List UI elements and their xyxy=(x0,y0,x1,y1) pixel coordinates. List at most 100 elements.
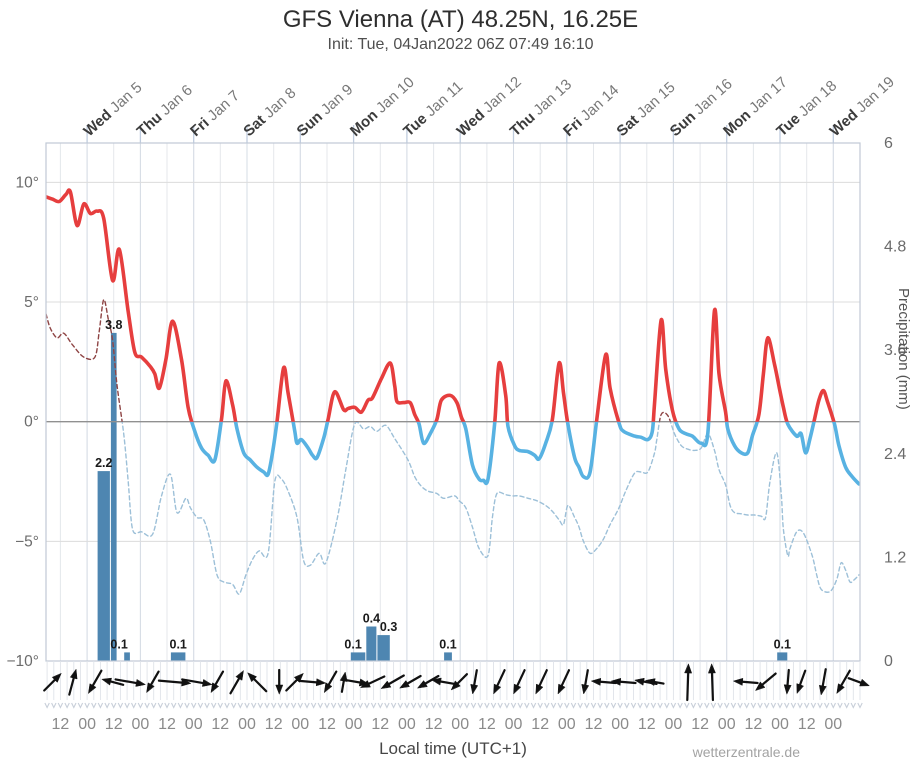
precip-bar-label: 0.4 xyxy=(363,612,380,626)
precip-bar xyxy=(377,635,390,661)
wind-arrow-head xyxy=(293,673,304,683)
precip-bar-label: 3.8 xyxy=(105,318,122,332)
wind-arrow-head xyxy=(416,680,428,689)
wind-arrow xyxy=(157,679,186,685)
wind-arrow xyxy=(251,675,268,693)
hour-label: 12 xyxy=(318,716,336,733)
y-right-tick-label: 2.4 xyxy=(884,446,906,463)
hour-label: 00 xyxy=(398,716,416,733)
wind-arrow-head xyxy=(535,683,544,695)
wind-arrow-head xyxy=(431,677,442,686)
wind-arrow-head xyxy=(51,673,62,683)
wind-arrow-head xyxy=(146,682,155,694)
hour-label: 00 xyxy=(558,716,576,733)
hour-label: 12 xyxy=(798,716,816,733)
hour-label: 00 xyxy=(291,716,309,733)
wind-arrow-head xyxy=(235,670,244,681)
precip-bar xyxy=(110,332,117,661)
day-label: Sat Jan 8 xyxy=(240,84,299,140)
day-label: Wed Jan 19 xyxy=(827,73,898,140)
wind-arrow-head xyxy=(360,680,371,688)
y-right-tick-label: 4.8 xyxy=(884,239,906,256)
wind-arrow-head xyxy=(201,679,213,687)
wind-arrow-head xyxy=(399,680,410,689)
y-left-tick-label: −10° xyxy=(7,653,40,670)
wind-arrow xyxy=(686,668,690,702)
wind-arrow-head xyxy=(581,683,590,695)
wind-arrow xyxy=(537,669,548,690)
precip-bar xyxy=(97,471,110,661)
wind-arrow-head xyxy=(275,684,284,695)
hour-label: 12 xyxy=(52,716,70,733)
hour-label: 12 xyxy=(425,716,443,733)
precip-bar xyxy=(777,652,788,661)
hour-label: 00 xyxy=(451,716,469,733)
wind-arrow-head xyxy=(210,682,219,694)
hour-label: 12 xyxy=(158,716,176,733)
wind-arrow-head xyxy=(836,683,845,694)
hour-label: 00 xyxy=(78,716,96,733)
hour-label: 00 xyxy=(238,716,256,733)
hour-label: 00 xyxy=(824,716,842,733)
hour-label: 00 xyxy=(665,716,683,733)
y-left-tick-label: −5° xyxy=(15,533,39,550)
grid-horizontal xyxy=(46,181,860,542)
hour-label: 12 xyxy=(211,716,229,733)
hour-label: 12 xyxy=(265,716,283,733)
wind-arrow-head xyxy=(323,682,333,694)
wind-arrow-head xyxy=(247,672,258,683)
y-left-tick-label: 0° xyxy=(24,414,39,431)
grid-day-vertical xyxy=(86,143,834,661)
hour-label: 00 xyxy=(185,716,203,733)
wind-arrow-head xyxy=(493,683,502,695)
wind-arrow xyxy=(181,678,207,685)
wind-arrows xyxy=(43,663,870,702)
hour-label: 00 xyxy=(611,716,629,733)
hour-label: 12 xyxy=(371,716,389,733)
wind-arrow xyxy=(68,674,76,696)
hour-label: 12 xyxy=(585,716,603,733)
wind-arrow xyxy=(298,679,321,684)
precip-bar-label: 0.1 xyxy=(774,637,791,651)
y-right-tick-label: 0 xyxy=(884,653,893,670)
wind-arrow xyxy=(559,669,571,690)
wind-arrow-head xyxy=(859,678,870,687)
precip-bar-label: 0.1 xyxy=(170,637,187,651)
precipitation-axis-title: Precipitation (mm) xyxy=(895,288,912,410)
hour-label: 00 xyxy=(345,716,363,733)
y-left-tick-label: 5° xyxy=(24,294,39,311)
wind-arrow-head xyxy=(513,683,522,695)
init-subtitle: Init: Tue, 04Jan2022 06Z 07:49 16:10 xyxy=(327,36,594,53)
day-tick-stubs xyxy=(86,125,834,143)
wind-arrow-head xyxy=(135,679,146,687)
hour-label: 12 xyxy=(691,716,709,733)
page-title: GFS Vienna (AT) 48.25N, 16.25E xyxy=(282,6,639,33)
watermark: wetterzentrale.de xyxy=(692,744,800,760)
tiny-marks-row xyxy=(44,702,863,709)
day-label: Sun Jan 9 xyxy=(294,81,357,140)
wind-arrow-head xyxy=(88,683,97,694)
wind-arrow-head xyxy=(610,677,622,686)
hour-label: 12 xyxy=(478,716,496,733)
precip-bar-labels: 2.23.80.1 0.1 0.10.40.30.1 0.1 xyxy=(95,318,791,652)
precip-bar xyxy=(366,626,377,661)
hour-label: 00 xyxy=(771,716,789,733)
temperature-2m-line-cold xyxy=(189,421,860,486)
temperature-2m-line-warm xyxy=(46,188,836,422)
hour-labels: 12 00 12 00 12 00 12 00 12 00 12 00 12 00 12 00 12 00 12 00… xyxy=(52,716,843,733)
precip-bar xyxy=(350,652,366,661)
wind-arrow xyxy=(495,669,506,690)
hour-label: 12 xyxy=(531,716,549,733)
wind-arrow-head xyxy=(783,684,792,695)
x-axis-title: Local time (UTC+1) xyxy=(379,739,527,758)
hour-label: 00 xyxy=(132,716,150,733)
wind-arrow-head xyxy=(69,668,78,680)
wind-arrow xyxy=(229,674,242,695)
precip-bar-label: 0.3 xyxy=(380,620,397,634)
precip-bar xyxy=(124,652,130,661)
precipitation-bars xyxy=(97,332,788,661)
y-right-tick-labels: 6 4.8 3.6 2.4 1.2 0 xyxy=(884,135,906,670)
wind-arrow-head xyxy=(315,678,327,687)
